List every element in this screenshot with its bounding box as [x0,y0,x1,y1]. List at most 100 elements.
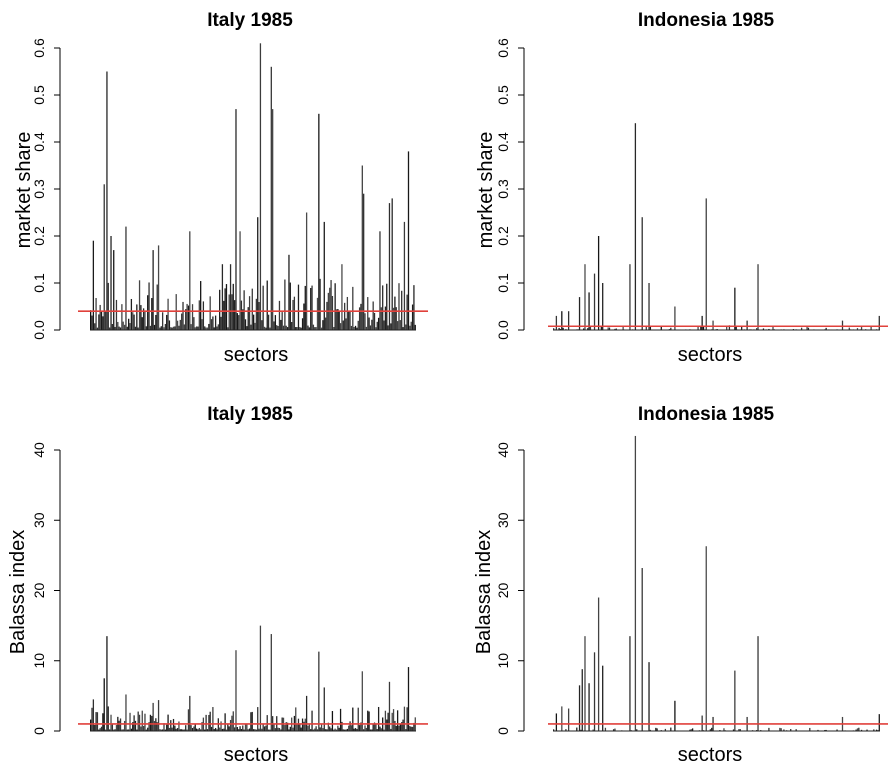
bar [320,724,323,731]
bar [109,729,111,731]
bar [133,314,135,330]
bar [390,728,392,731]
bar [350,725,353,731]
bar [705,198,707,330]
bar [691,728,694,731]
bar [371,729,373,731]
bar [367,710,369,731]
bar [354,728,357,731]
bar [414,324,416,330]
bar [228,294,230,330]
bar [562,327,564,330]
x-axis-label: sectors [224,344,288,366]
bar [176,320,179,330]
bar [147,727,149,731]
bar [233,727,236,731]
bar [330,728,332,731]
bar [176,728,179,731]
y-tick-label: 0 [31,727,47,735]
bar [289,282,291,330]
bar [286,722,289,731]
bar [179,729,181,731]
bar [660,326,662,330]
bar [266,280,268,330]
bar [134,720,137,731]
bar [96,327,99,330]
bar [323,687,325,731]
bar [809,727,811,731]
bar [247,729,249,731]
bar [182,301,184,330]
bar [593,273,596,330]
bar [674,700,676,731]
bar [734,670,736,731]
bar [144,713,146,731]
bar [588,683,590,731]
bar [312,324,315,330]
y-tick-label: 40 [495,442,511,458]
bar [142,308,145,330]
bar [212,316,214,330]
bar [255,729,258,731]
bar [875,729,878,731]
bar [229,719,232,731]
bar [561,311,563,330]
bar [338,311,340,330]
bar [247,307,249,330]
bar [111,724,114,731]
chart-title: Indonesia 1985 [638,10,775,31]
bar [221,728,224,731]
bar [376,321,378,330]
bar [303,721,305,731]
bar [305,212,308,330]
bar [346,296,349,330]
bar [878,714,880,731]
bar [580,729,582,731]
bar [392,307,395,330]
bar [164,729,166,731]
bar [348,725,350,731]
bar [326,301,328,330]
bar [371,319,373,330]
bar [878,315,880,330]
bar [357,707,359,731]
bar [702,326,705,330]
bar [592,729,594,731]
bar [384,710,387,731]
bar [282,325,285,330]
y-tick-label: 0.5 [495,85,511,105]
y-tick-label: 30 [31,512,47,528]
bar [228,726,230,731]
bar [333,326,335,330]
bar [223,728,225,731]
bar [390,323,392,330]
bar [697,325,699,330]
x-axis-label: sectors [224,744,288,766]
bar [576,727,578,731]
bar [251,288,253,330]
bar [401,290,403,330]
bar [205,714,207,731]
bar [615,328,617,330]
bar [189,695,191,732]
bar [701,315,703,330]
bar [201,319,203,330]
bar [141,317,143,330]
bar [214,727,217,731]
bar [170,327,172,330]
x-axis-label: sectors [678,344,742,366]
bar [341,264,343,330]
bar [189,231,191,330]
bar [648,662,650,731]
bar [137,711,139,731]
bar [261,320,263,330]
bar [629,264,631,330]
bar [299,327,301,330]
bar [261,728,263,731]
bar [641,568,643,731]
bar [348,310,350,330]
y-tick-label: 30 [495,512,511,528]
y-tick-label: 0.6 [31,38,47,58]
bar [825,327,827,330]
bar [768,727,770,731]
